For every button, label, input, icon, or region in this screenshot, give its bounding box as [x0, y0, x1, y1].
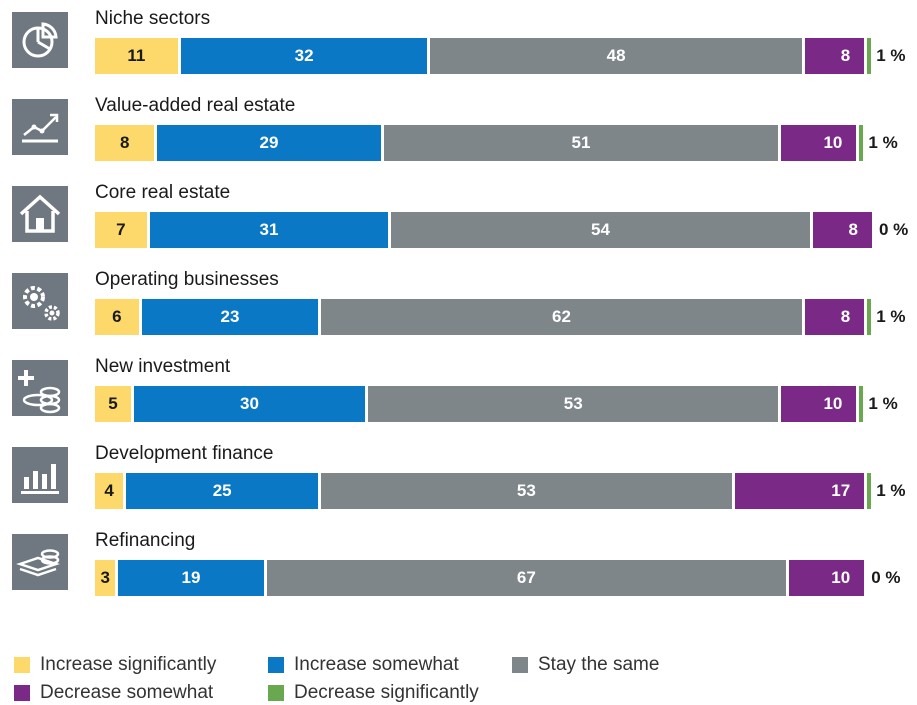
- bar-segment-decrease-somewhat: 17: [734, 473, 865, 509]
- bar-segment-decrease-significantly: [867, 38, 872, 74]
- chart-row: New investment 5 30 53 10 1 %: [0, 356, 917, 442]
- bar-segment-increase-significantly: 3: [95, 560, 116, 596]
- category-label: New investment: [95, 356, 231, 377]
- bar-segment-decrease-somewhat: 8: [804, 38, 865, 74]
- legend-swatch: [268, 657, 284, 673]
- category-label: Core real estate: [95, 182, 231, 203]
- bar-track: 4 25 53 17 1 %: [95, 473, 905, 509]
- legend-label: Increase somewhat: [294, 654, 459, 675]
- legend-item-increase-significantly: Increase significantly: [14, 654, 216, 676]
- chart-row: Refinancing 3 19 67 10 0 %: [0, 530, 917, 616]
- legend: Increase significantly Increase somewhat…: [14, 654, 904, 704]
- bar-segment-decrease-significantly: [867, 299, 872, 335]
- legend-label: Decrease somewhat: [40, 682, 214, 703]
- chart-row: Value-added real estate 8 29 51 10 1 %: [0, 95, 917, 181]
- category-label: Value-added real estate: [95, 95, 296, 116]
- bar-segment-stay-the-same: 53: [368, 386, 779, 422]
- bar-track: 5 30 53 10 1 %: [95, 386, 898, 422]
- chart-row: Niche sectors 11 32 48 8 1 %: [0, 8, 917, 94]
- bar-segment-increase-significantly: 7: [95, 212, 147, 248]
- money-plus-icon: [12, 360, 68, 416]
- legend-item-stay-the-same: Stay the same: [512, 654, 659, 676]
- bar-segment-increase-significantly: 8: [95, 125, 155, 161]
- bar-segment-decrease-somewhat: 10: [781, 125, 857, 161]
- bar-segment-increase-somewhat: 29: [157, 125, 381, 161]
- bar-segment-decrease-somewhat: 10: [789, 560, 865, 596]
- bar-segment-increase-somewhat: 30: [134, 386, 365, 422]
- bar-track: 8 29 51 10 1 %: [95, 125, 898, 161]
- category-label: Operating businesses: [95, 269, 279, 290]
- chart-row: Operating businesses 6 23 62 8 1 %: [0, 269, 917, 355]
- pie-chart-icon: [12, 12, 68, 68]
- bar-track: 7 31 54 8 0 %: [95, 212, 908, 248]
- gears-icon: [12, 273, 68, 329]
- data-label-decrease-significantly: 1 %: [868, 133, 898, 152]
- bar-track: 11 32 48 8 1 %: [95, 38, 905, 74]
- category-label: Niche sectors: [95, 8, 211, 29]
- bar-segment-increase-somewhat: 32: [180, 38, 428, 74]
- bar-segment-decrease-significantly: [859, 386, 864, 422]
- data-label-decrease-significantly: 1 %: [876, 481, 906, 500]
- bar-track: 3 19 67 10 0 %: [95, 560, 900, 596]
- bar-segment-stay-the-same: 54: [391, 212, 810, 248]
- data-label-decrease-significantly: 1 %: [876, 307, 906, 326]
- legend-label: Increase significantly: [40, 654, 217, 675]
- bar-segment-increase-significantly: 6: [95, 299, 139, 335]
- bar-segment-decrease-significantly: [859, 125, 864, 161]
- bar-chart-icon: [12, 447, 68, 503]
- legend-item-decrease-significantly: Decrease significantly: [268, 682, 479, 704]
- bar-track: 6 23 62 8 1 %: [95, 299, 905, 335]
- bar-segment-increase-somewhat: 23: [141, 299, 319, 335]
- bar-segment-increase-significantly: 11: [95, 38, 178, 74]
- bar-segment-stay-the-same: 51: [383, 125, 779, 161]
- bar-segment-decrease-somewhat: 8: [812, 212, 872, 248]
- bar-segment-increase-significantly: 4: [95, 473, 124, 509]
- legend-label: Decrease significantly: [294, 682, 479, 703]
- bar-segment-decrease-somewhat: 10: [781, 386, 857, 422]
- category-label: Development finance: [95, 443, 274, 464]
- data-label-decrease-significantly: 1 %: [868, 394, 898, 413]
- legend-swatch: [512, 657, 528, 673]
- bar-segment-decrease-significantly: [867, 473, 872, 509]
- house-icon: [12, 186, 68, 242]
- bar-segment-decrease-somewhat: 8: [804, 299, 865, 335]
- category-label: Refinancing: [95, 530, 196, 551]
- bar-segment-increase-somewhat: 19: [118, 560, 264, 596]
- chart-row: Core real estate 7 31 54 8 0 %: [0, 182, 917, 268]
- money-stack-icon: [12, 534, 68, 590]
- legend-label: Stay the same: [538, 654, 660, 675]
- legend-item-increase-somewhat: Increase somewhat: [268, 654, 459, 676]
- bar-segment-stay-the-same: 48: [430, 38, 802, 74]
- legend-swatch: [268, 685, 284, 701]
- bar-segment-stay-the-same: 53: [321, 473, 732, 509]
- bar-segment-increase-significantly: 5: [95, 386, 131, 422]
- line-chart-icon: [12, 99, 68, 155]
- bar-segment-increase-somewhat: 25: [126, 473, 319, 509]
- bar-segment-increase-somewhat: 31: [149, 212, 389, 248]
- data-label-decrease-significantly: 0 %: [871, 568, 901, 587]
- legend-swatch: [14, 685, 30, 701]
- stacked-bar-chart: Niche sectors 11 32 48 8 1 % Value-added real …: [0, 8, 917, 616]
- bar-segment-stay-the-same: 67: [266, 560, 787, 596]
- data-label-decrease-significantly: 1 %: [876, 46, 906, 65]
- legend-swatch: [14, 657, 30, 673]
- bar-segment-stay-the-same: 62: [321, 299, 802, 335]
- chart-row: Development finance 4 25 53 17 1 %: [0, 443, 917, 529]
- legend-item-decrease-somewhat: Decrease somewhat: [14, 682, 213, 704]
- data-label-decrease-significantly: 0 %: [879, 220, 909, 239]
